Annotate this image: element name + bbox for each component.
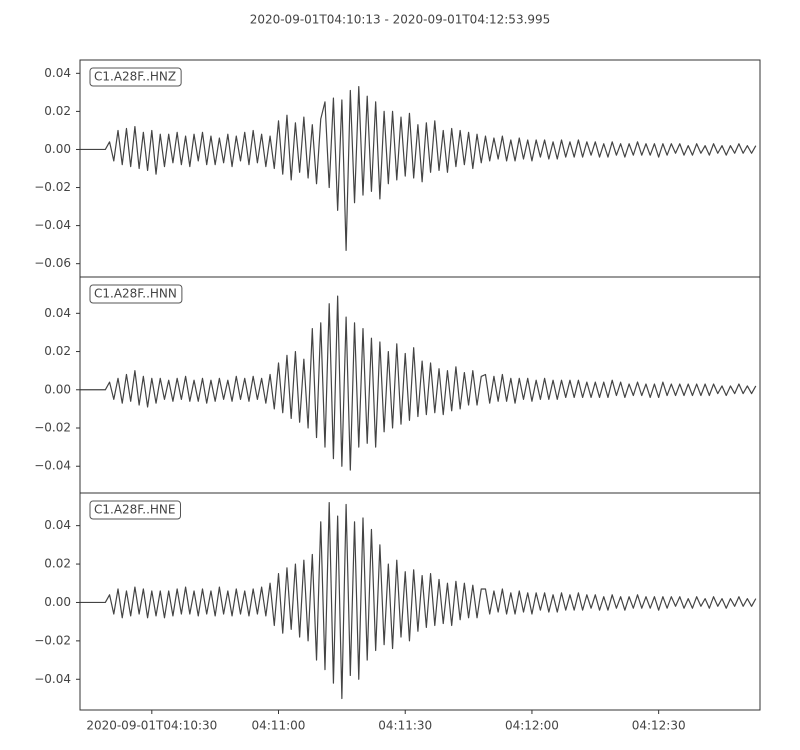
y-tick-label: 0.04 <box>44 306 71 320</box>
y-tick-label: 0.04 <box>44 518 71 532</box>
legend-box <box>89 67 182 87</box>
x-tick-label: 04:11:00 <box>252 719 306 733</box>
legend-label: C1.A28F..HNZ <box>94 70 176 84</box>
waveform <box>80 86 757 251</box>
y-tick-label: 0.04 <box>44 66 71 80</box>
waveform <box>80 502 757 700</box>
legend-label: C1.A28F..HNE <box>94 503 176 517</box>
y-tick-label: −0.04 <box>34 672 71 686</box>
y-tick-label: 0.00 <box>44 142 71 156</box>
y-tick-label: −0.04 <box>34 459 71 473</box>
panel-frame <box>79 59 761 278</box>
x-tick-label: 04:12:00 <box>505 719 559 733</box>
y-tick-label: 0.02 <box>44 104 71 118</box>
x-tick-label: 2020-09-01T04:10:30 <box>86 719 217 733</box>
y-tick-label: 0.00 <box>44 382 71 396</box>
y-tick-label: 0.02 <box>44 344 71 358</box>
legend-box <box>89 500 181 520</box>
panel-frame <box>79 492 761 711</box>
x-tick-label: 04:12:30 <box>632 719 686 733</box>
y-tick-label: 0.02 <box>44 557 71 571</box>
legend-box <box>89 284 183 304</box>
y-tick-label: −0.06 <box>34 256 71 270</box>
y-tick-label: −0.02 <box>34 633 71 647</box>
waveform <box>80 295 757 471</box>
y-tick-label: −0.04 <box>34 218 71 232</box>
x-tick-label: 04:11:30 <box>378 719 432 733</box>
y-tick-label: −0.02 <box>34 180 71 194</box>
figure-title: 2020-09-01T04:10:13 - 2020-09-01T04:12:5… <box>250 13 551 27</box>
y-tick-label: 0.00 <box>44 595 71 609</box>
y-tick-label: −0.02 <box>34 421 71 435</box>
legend-label: C1.A28F..HNN <box>94 287 177 301</box>
